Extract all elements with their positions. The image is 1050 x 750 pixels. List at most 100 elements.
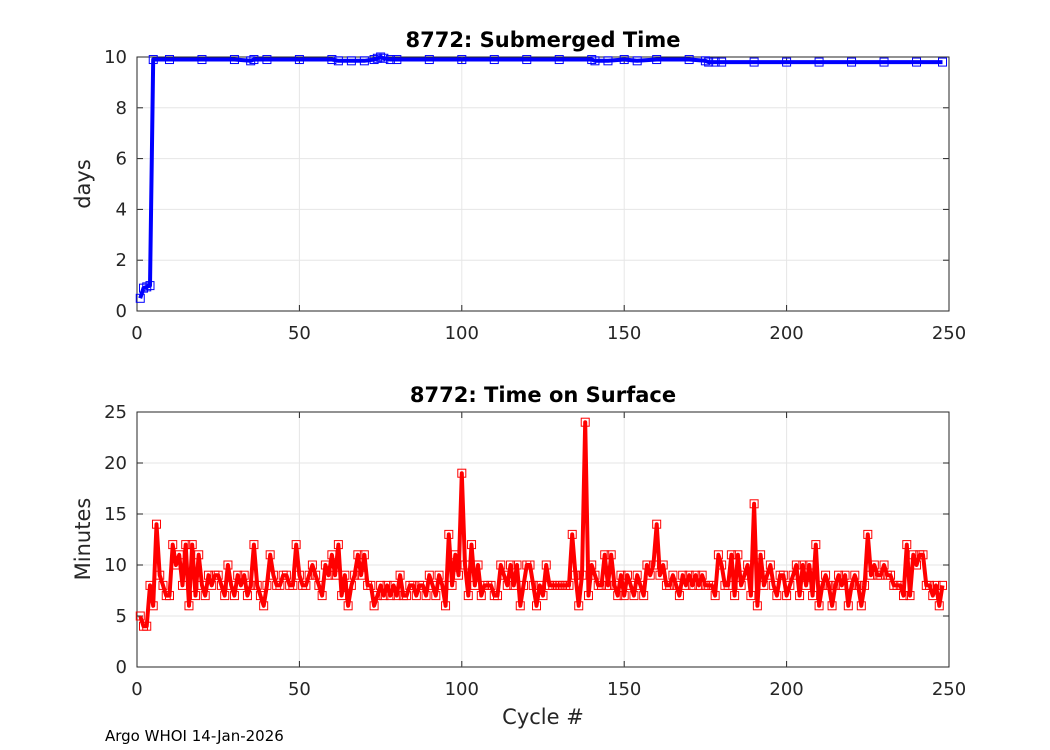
surface-data-point — [918, 550, 928, 560]
surface-data-point — [317, 591, 327, 601]
surface-data-point — [145, 580, 155, 590]
surface-data-point — [856, 601, 866, 611]
submerged-xtick-label: 100 — [445, 323, 479, 344]
submerged-data-point — [554, 55, 564, 65]
surface-data-point — [389, 580, 399, 590]
surface-data-point — [382, 580, 392, 590]
surface-data-point — [691, 570, 701, 580]
surface-ytick-label: 20 — [104, 453, 127, 474]
footer-credit: Argo WHOI 14-Jan-2026 — [105, 727, 284, 745]
surface-data-point — [600, 550, 610, 560]
surface-data-point — [847, 580, 857, 590]
surface-data-point — [908, 550, 918, 560]
surface-data-point — [869, 560, 879, 570]
surface-data-point — [164, 591, 174, 601]
surface-data-point — [454, 570, 464, 580]
surface-data-point — [619, 591, 629, 601]
submerged-ytick-label: 0 — [116, 301, 127, 322]
surface-data-point — [200, 591, 210, 601]
submerged-data-point — [385, 55, 395, 65]
surface-data-point — [674, 591, 684, 601]
surface-data-point — [343, 601, 353, 611]
surface-data-point — [824, 580, 834, 590]
surface-data-point — [723, 580, 733, 590]
surface-data-point — [535, 580, 545, 590]
surface-data-point — [866, 570, 876, 580]
surface-data-point — [834, 570, 844, 580]
submerged-data-point — [710, 57, 720, 67]
submerged-ytick-label: 10 — [104, 47, 127, 68]
surface-data-point — [648, 560, 658, 570]
surface-data-point — [463, 591, 473, 601]
surface-data-point — [135, 611, 145, 621]
surface-data-point — [931, 580, 941, 590]
surface-data-point — [652, 519, 662, 529]
submerged-data-point — [135, 293, 145, 303]
submerged-data-point — [457, 55, 467, 65]
submerged-data-point — [938, 57, 948, 67]
surface-data-point — [606, 550, 616, 560]
surface-data-point — [876, 570, 886, 580]
surface-data-point — [713, 550, 723, 560]
surface-data-point — [502, 580, 512, 590]
submerged-data-point — [246, 56, 256, 66]
surface-ytick-label: 25 — [104, 402, 127, 423]
surface-data-point — [392, 591, 402, 601]
surface-data-point — [808, 591, 818, 601]
submerged-data-point — [376, 52, 386, 62]
surface-xtick-label: 50 — [288, 679, 311, 700]
submerged-data-point — [717, 57, 727, 67]
surface-data-point — [307, 560, 317, 570]
surface-data-point — [441, 601, 451, 611]
submerged-data-point — [229, 55, 239, 65]
submerged-data-point — [489, 55, 499, 65]
submerged-xtick-label: 0 — [131, 323, 142, 344]
surface-data-point — [395, 570, 405, 580]
surface-data-point — [635, 580, 645, 590]
surface-data-point — [902, 540, 912, 550]
surface-time-panel: 0 50 100 150 200 250 0 5 10 15 20 25 8772: Time on … — [71, 383, 966, 729]
surface-xlabel: Cycle # — [502, 705, 584, 729]
surface-data-point — [905, 591, 915, 601]
submerged-data-point — [359, 56, 369, 66]
surface-ytick-label: 5 — [116, 606, 127, 627]
surface-data-point — [609, 580, 619, 590]
surface-data-point — [320, 560, 330, 570]
surface-xtick-label: 100 — [445, 679, 479, 700]
submerged-data-point — [346, 56, 356, 66]
surface-data-point — [369, 601, 379, 611]
surface-data-point — [333, 540, 343, 550]
surface-data-point — [629, 591, 639, 601]
surface-data-point — [736, 580, 746, 590]
surface-data-point — [528, 580, 538, 590]
surface-data-point — [275, 580, 285, 590]
surface-data-point — [895, 580, 905, 590]
submerged-data-point — [603, 56, 613, 66]
surface-data-point — [242, 591, 252, 601]
submerged-data-point — [684, 55, 694, 65]
surface-data-point — [811, 540, 821, 550]
surface-data-point — [772, 591, 782, 601]
surface-data-point — [418, 580, 428, 590]
submerged-data-point — [912, 57, 922, 67]
surface-data-point — [830, 580, 840, 590]
surface-data-point — [769, 580, 779, 590]
surface-data-point — [450, 550, 460, 560]
submerged-data-point — [652, 55, 662, 65]
surface-data-point — [447, 580, 457, 590]
submerged-data-point — [632, 56, 642, 66]
submerged-data-point — [782, 57, 792, 67]
surface-data-point — [743, 560, 753, 570]
surface-data-point — [837, 580, 847, 590]
surface-data-point — [759, 580, 769, 590]
surface-data-point — [473, 560, 483, 570]
surface-data-point — [733, 550, 743, 560]
surface-data-point — [821, 570, 831, 580]
surface-data-point — [148, 601, 158, 611]
surface-data-point — [190, 591, 200, 601]
surface-data-point — [470, 580, 480, 590]
surface-series — [135, 417, 948, 631]
surface-data-point — [710, 591, 720, 601]
surface-ytick-label: 0 — [116, 657, 127, 678]
